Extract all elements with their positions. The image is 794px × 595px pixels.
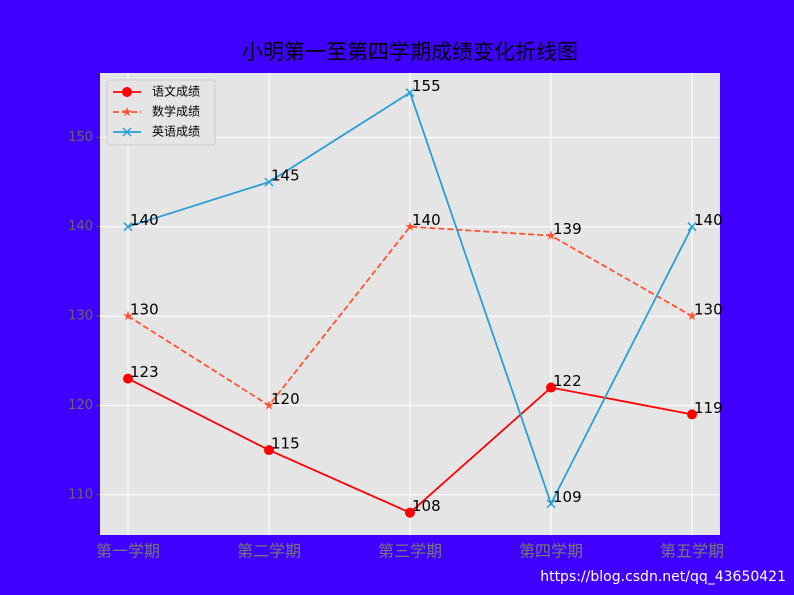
point — [122, 107, 132, 116]
data-label: 145 — [271, 167, 300, 185]
data-label: 122 — [553, 372, 582, 390]
point — [687, 311, 697, 321]
y-tick-label: 130 — [68, 309, 93, 324]
y-tick-label: 110 — [68, 487, 93, 502]
x-tick-label: 第一学期 — [96, 542, 160, 561]
x-tick-label: 第二学期 — [237, 542, 301, 561]
point — [546, 230, 556, 240]
data-label: 140 — [130, 211, 159, 229]
point — [687, 409, 697, 420]
data-label: 130 — [694, 301, 723, 319]
legend-label: 语文成绩 — [152, 84, 200, 99]
x-tick-label: 第五学期 — [660, 542, 724, 561]
point — [405, 88, 415, 98]
point — [687, 222, 697, 232]
chart-title: 小明第一至第四学期成绩变化折线图 — [242, 40, 578, 64]
point — [546, 499, 556, 509]
y-tick-label: 140 — [68, 219, 93, 234]
legend-label: 数学成绩 — [152, 104, 200, 119]
legend-box — [106, 79, 216, 146]
data-label: 115 — [271, 435, 300, 453]
data-label: 120 — [271, 390, 300, 408]
point — [122, 87, 132, 97]
watermark: https://blog.csdn.net/qq_43650421 — [540, 569, 786, 585]
point — [122, 127, 132, 137]
data-label: 119 — [694, 399, 723, 417]
legend-label: 英语成绩 — [152, 125, 200, 139]
line — [127, 225, 693, 407]
x-tick-label: 第四学期 — [519, 542, 583, 561]
point — [264, 177, 274, 187]
data-label: 140 — [694, 211, 723, 229]
data-label: 108 — [412, 497, 441, 515]
point — [405, 221, 415, 231]
data-label: 139 — [553, 220, 582, 238]
point — [264, 400, 274, 410]
point — [546, 382, 556, 393]
point — [405, 507, 415, 518]
data-label: 123 — [130, 363, 159, 381]
point — [123, 373, 133, 384]
point — [123, 311, 133, 321]
data-label: 140 — [412, 211, 441, 229]
data-label: 155 — [412, 77, 441, 95]
y-tick-label: 150 — [68, 130, 93, 145]
data-label: 109 — [553, 488, 582, 506]
data-label: 130 — [130, 301, 159, 319]
x-tick-label: 第三学期 — [378, 542, 442, 561]
point — [264, 445, 274, 456]
point — [123, 222, 133, 232]
y-tick-label: 120 — [68, 398, 93, 413]
